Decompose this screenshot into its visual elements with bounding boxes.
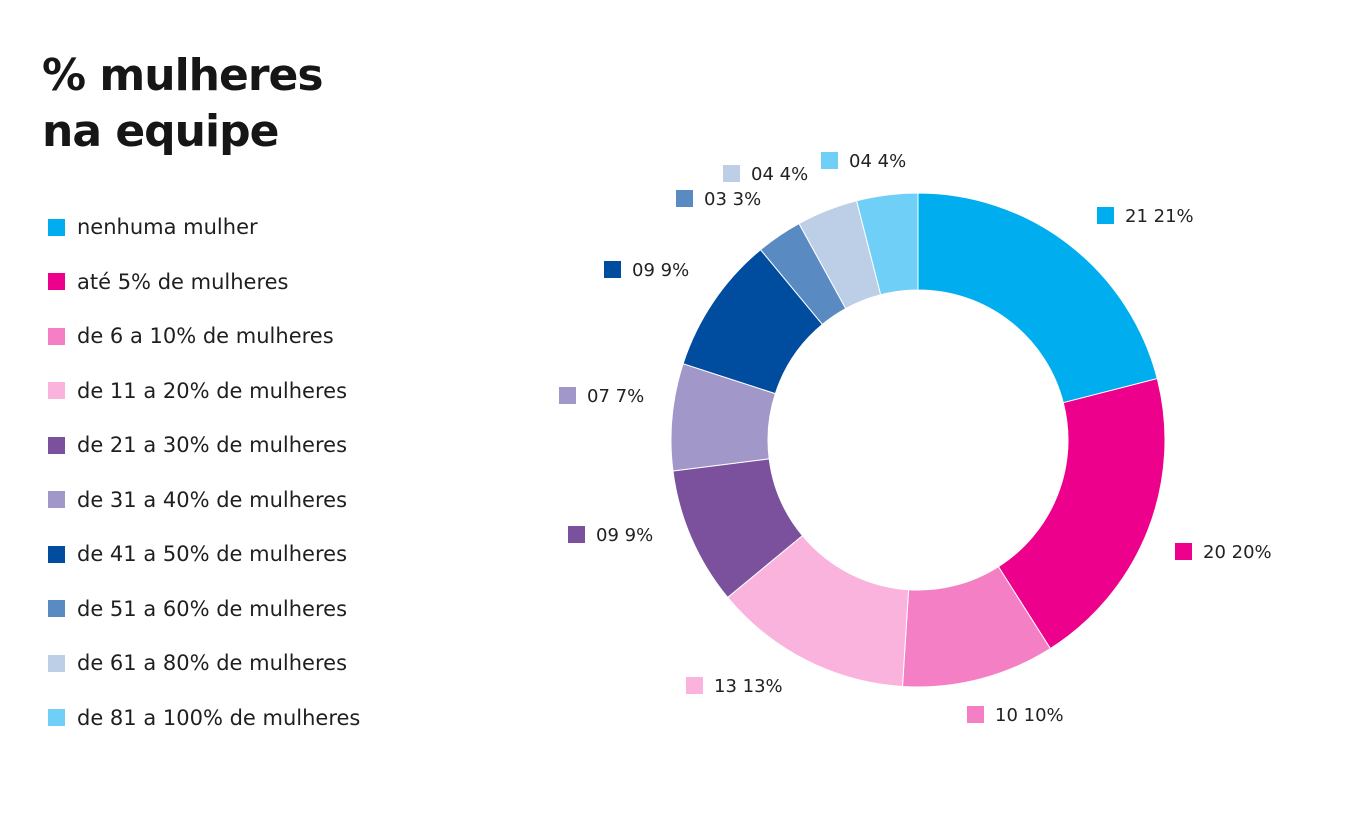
data-label-swatch	[604, 261, 621, 278]
legend-swatch	[48, 654, 65, 672]
legend-swatch	[48, 327, 65, 345]
legend-swatch	[48, 382, 65, 400]
data-label: 13 13%	[714, 676, 783, 697]
donut-slice	[855, 192, 919, 296]
legend-label: de 31 a 40% de mulheres	[77, 487, 348, 512]
chart-legend: nenhuma mulher até 5% de mulheres de 6 a 1…	[48, 200, 360, 745]
legend-item: de 11 a 20% de mulheres	[48, 364, 360, 419]
legend-item: de 21 a 30% de mulheres	[48, 418, 360, 473]
legend-label: de 51 a 60% de mulheres	[77, 596, 348, 621]
data-label: 04 4%	[751, 164, 808, 185]
donut-slice	[917, 192, 1158, 404]
legend-swatch	[48, 709, 65, 727]
legend-item: de 51 a 60% de mulheres	[48, 582, 360, 637]
data-label: 10 10%	[995, 705, 1064, 726]
legend-label: de 61 a 80% de mulheres	[77, 651, 348, 676]
data-label: 04 4%	[849, 151, 906, 172]
legend-item: até 5% de mulheres	[48, 255, 360, 310]
data-label: 07 7%	[587, 386, 644, 407]
data-label-swatch	[1175, 543, 1192, 560]
data-label: 03 3%	[704, 189, 761, 210]
data-label-swatch	[676, 190, 693, 207]
data-label-swatch	[967, 706, 984, 723]
chart-title-line-2: na equipe	[42, 106, 279, 157]
data-label-swatch	[821, 152, 838, 169]
legend-swatch	[48, 600, 65, 618]
legend-label: de 81 a 100% de mulheres	[77, 705, 361, 730]
legend-swatch	[48, 218, 65, 236]
data-label: 09 9%	[596, 525, 653, 546]
legend-item: de 31 a 40% de mulheres	[48, 473, 360, 528]
donut-slice	[997, 377, 1166, 650]
data-label: 20 20%	[1203, 542, 1272, 563]
data-label-swatch	[559, 387, 576, 404]
legend-label: nenhuma mulher	[77, 215, 258, 240]
legend-item: de 6 a 10% de mulheres	[48, 309, 360, 364]
chart-title-line-1: % mulheres	[42, 50, 324, 101]
legend-item: de 41 a 50% de mulheres	[48, 527, 360, 582]
legend-swatch	[48, 545, 65, 563]
legend-swatch	[48, 491, 65, 509]
data-label-swatch	[723, 165, 740, 182]
legend-item: de 81 a 100% de mulheres	[48, 691, 360, 746]
data-label-swatch	[686, 677, 703, 694]
legend-item: de 61 a 80% de mulheres	[48, 636, 360, 691]
legend-label: de 11 a 20% de mulheres	[77, 378, 348, 403]
legend-swatch	[48, 436, 65, 454]
legend-label: de 6 a 10% de mulheres	[77, 324, 334, 349]
data-label: 09 9%	[632, 260, 689, 281]
data-label-swatch	[1097, 207, 1114, 224]
chart-title: % mulheres na equipe	[42, 48, 324, 160]
legend-label: até 5% de mulheres	[77, 269, 289, 294]
legend-swatch	[48, 273, 65, 291]
legend-item: nenhuma mulher	[48, 200, 360, 255]
data-label-swatch	[568, 526, 585, 543]
legend-label: de 41 a 50% de mulheres	[77, 542, 348, 567]
legend-label: de 21 a 30% de mulheres	[77, 433, 348, 458]
data-label: 21 21%	[1125, 206, 1194, 227]
